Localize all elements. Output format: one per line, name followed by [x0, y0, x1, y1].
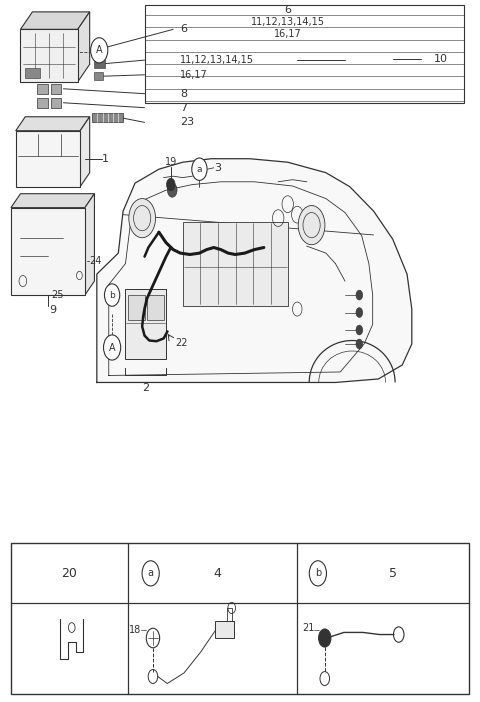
Text: b: b [109, 291, 115, 300]
Text: 6: 6 [180, 25, 187, 34]
Bar [147, 295, 164, 319]
Circle shape [105, 284, 120, 306]
Text: 11,12,13,14,15: 11,12,13,14,15 [180, 55, 254, 65]
Bar [50, 98, 61, 107]
Text: 3: 3 [214, 163, 221, 173]
Bar [227, 608, 232, 621]
Circle shape [298, 206, 325, 245]
Text: a: a [197, 165, 202, 173]
Text: 11,12,13,14,15: 11,12,13,14,15 [251, 17, 325, 27]
Text: 9: 9 [49, 305, 56, 315]
Circle shape [356, 325, 363, 335]
Bar [37, 98, 48, 107]
Circle shape [356, 290, 363, 300]
Text: 16,17: 16,17 [274, 29, 301, 39]
Polygon shape [11, 194, 95, 208]
Text: 1: 1 [102, 154, 108, 164]
Bar [11, 543, 469, 694]
Bar [21, 29, 78, 82]
Circle shape [356, 339, 363, 349]
Text: 24: 24 [89, 256, 102, 267]
Bar [25, 68, 39, 79]
Text: 8: 8 [180, 88, 188, 99]
Circle shape [104, 335, 120, 360]
Bar [16, 131, 80, 187]
Polygon shape [85, 194, 95, 295]
Circle shape [129, 199, 156, 238]
Bar [95, 59, 105, 68]
Bar [11, 208, 85, 295]
Bar [128, 295, 144, 319]
Polygon shape [80, 117, 90, 187]
Text: 4: 4 [213, 567, 221, 580]
Circle shape [309, 561, 326, 586]
Text: A: A [109, 343, 115, 352]
Text: a: a [148, 569, 154, 578]
Bar [144, 5, 464, 102]
Text: 23: 23 [180, 117, 194, 127]
Polygon shape [16, 117, 90, 131]
Bar [125, 289, 166, 359]
Circle shape [142, 561, 159, 586]
Circle shape [91, 38, 108, 63]
Bar [95, 72, 103, 80]
Bar [37, 84, 48, 93]
Bar [183, 222, 288, 305]
Text: 10: 10 [433, 54, 447, 64]
Circle shape [356, 307, 363, 317]
Text: 21: 21 [302, 623, 314, 633]
Circle shape [168, 183, 177, 197]
Text: 19: 19 [165, 157, 177, 167]
Polygon shape [97, 159, 412, 383]
Text: 20: 20 [61, 567, 77, 580]
Circle shape [167, 178, 175, 191]
Text: 7: 7 [180, 102, 188, 112]
Text: 18: 18 [129, 625, 141, 635]
Text: b: b [315, 569, 321, 578]
Bar [50, 84, 61, 93]
Text: A: A [96, 46, 103, 55]
Text: 22: 22 [176, 338, 188, 347]
Text: 6: 6 [284, 5, 291, 15]
Bar [92, 113, 123, 122]
Polygon shape [21, 12, 90, 29]
Circle shape [192, 158, 207, 180]
Bar [215, 621, 234, 638]
Text: 25: 25 [52, 290, 64, 300]
Text: 2: 2 [142, 383, 149, 393]
Text: 16,17: 16,17 [180, 69, 208, 80]
Circle shape [319, 629, 331, 647]
Text: 5: 5 [389, 567, 397, 580]
Polygon shape [78, 12, 90, 82]
